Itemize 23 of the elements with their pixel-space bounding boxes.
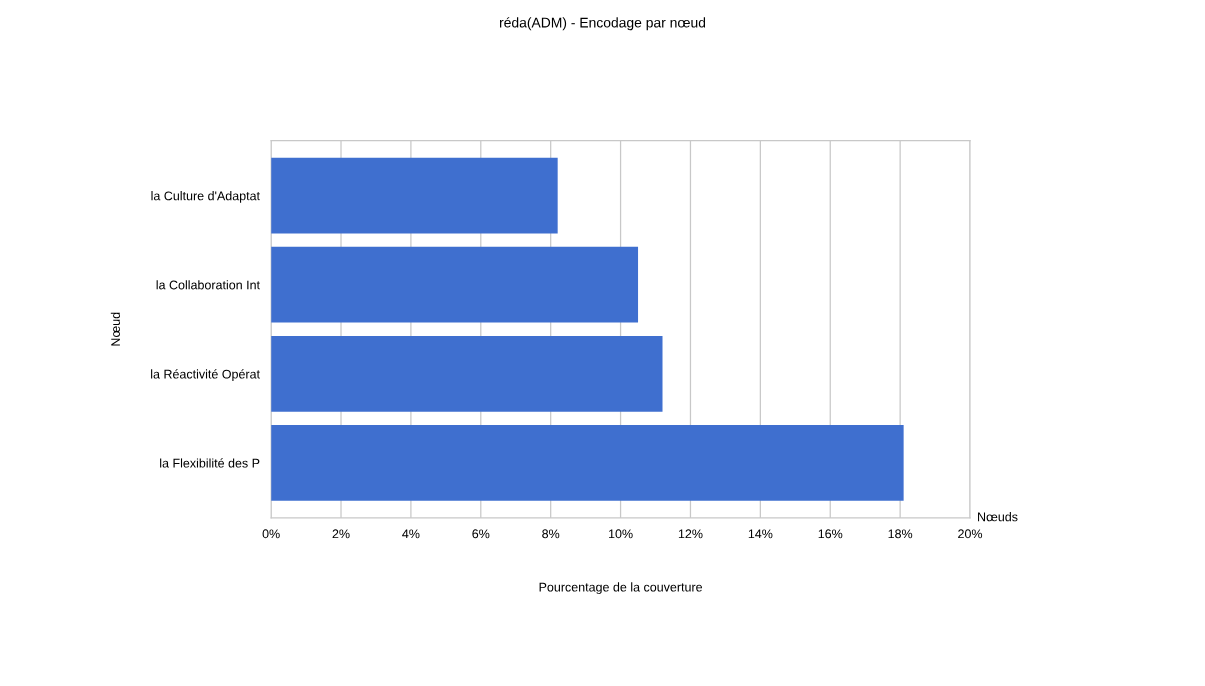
x-tick-label: 2% [332, 529, 350, 539]
y-tick-label: la Réactivité Opérat [151, 369, 260, 382]
x-tick-label: 6% [472, 529, 490, 539]
x-tick-label: 18% [888, 529, 913, 539]
x-tick-label: 4% [402, 529, 420, 539]
x-tick-label: 8% [542, 529, 560, 539]
bar [271, 157, 558, 234]
x-axis-title: Pourcentage de la couverture [539, 582, 703, 595]
x-tick-label: 0% [262, 529, 280, 539]
bar [271, 246, 639, 323]
y-axis-title: Nœud [110, 312, 120, 346]
x-tick-label: 12% [678, 529, 703, 539]
y-tick-label: la Collaboration Int [156, 280, 260, 290]
bar [271, 335, 663, 412]
y-tick-label: la Culture d'Adaptat [151, 191, 260, 203]
bar [271, 425, 904, 501]
x-tick-label: 20% [958, 529, 983, 539]
chart-title: réda(ADM) - Encodage par nœud [499, 17, 706, 31]
x-tick-label: 10% [609, 529, 633, 539]
x-tick-label: 16% [818, 529, 843, 539]
x-tick-label: 14% [748, 529, 773, 539]
text: Nœuds [978, 512, 1018, 522]
y-tick-label: la Flexibilité des P [160, 458, 260, 468]
